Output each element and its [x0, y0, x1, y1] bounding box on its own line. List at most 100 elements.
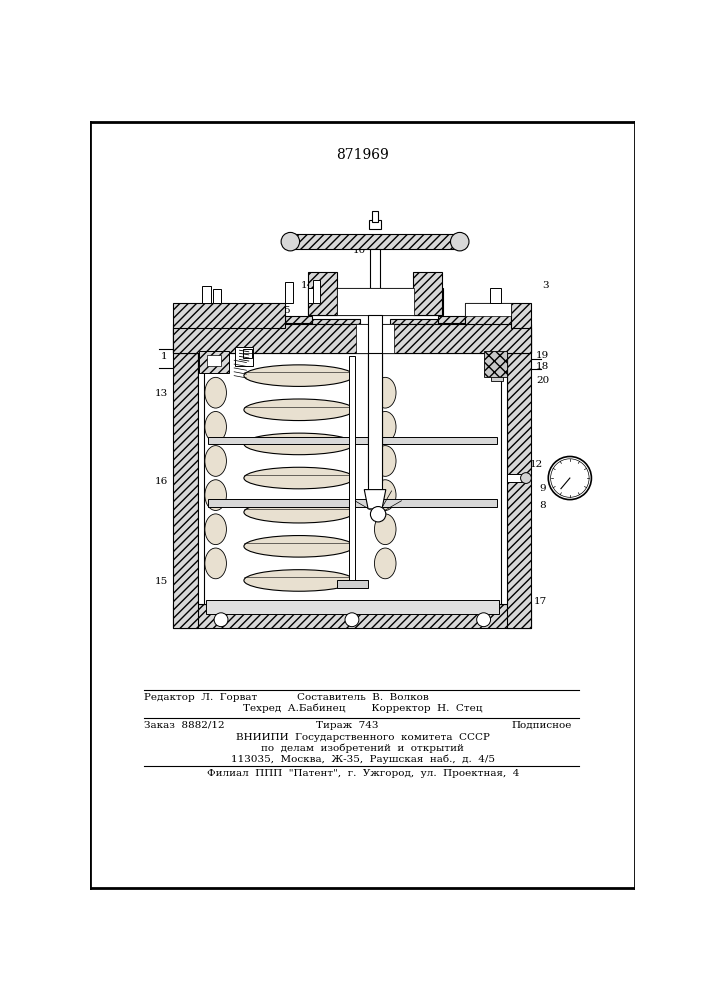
- Bar: [208, 499, 497, 507]
- Text: 7: 7: [427, 293, 434, 302]
- Text: 1: 1: [160, 352, 168, 361]
- Text: 19: 19: [537, 351, 549, 360]
- Bar: [308, 272, 337, 315]
- Polygon shape: [173, 303, 285, 328]
- Bar: [490, 288, 501, 303]
- Bar: [369, 220, 381, 229]
- Text: 10: 10: [353, 246, 366, 255]
- Polygon shape: [390, 319, 438, 324]
- Circle shape: [345, 613, 359, 627]
- Text: Редактор  Л.  Горват: Редактор Л. Горват: [144, 693, 257, 702]
- Text: 9: 9: [539, 484, 547, 493]
- Text: 2: 2: [209, 317, 215, 326]
- Ellipse shape: [244, 570, 354, 591]
- Bar: [291, 234, 460, 249]
- Text: 15: 15: [155, 578, 168, 586]
- Text: по  делам  изобретений  и  открытий: по делам изобретений и открытий: [262, 744, 464, 753]
- Text: 4: 4: [312, 300, 319, 309]
- Text: 8: 8: [539, 500, 547, 510]
- Bar: [491, 372, 503, 381]
- Bar: [337, 580, 368, 588]
- Circle shape: [214, 613, 228, 627]
- Circle shape: [450, 232, 469, 251]
- Bar: [199, 351, 229, 373]
- Bar: [243, 349, 252, 358]
- Ellipse shape: [205, 411, 226, 442]
- Bar: [507, 474, 526, 482]
- Text: 13: 13: [155, 389, 168, 398]
- Bar: [285, 316, 312, 323]
- Text: 5: 5: [284, 306, 290, 315]
- Bar: [349, 356, 356, 584]
- Bar: [491, 363, 503, 369]
- Ellipse shape: [244, 365, 354, 386]
- Polygon shape: [484, 351, 507, 377]
- Circle shape: [549, 456, 592, 500]
- Ellipse shape: [375, 480, 396, 510]
- Circle shape: [520, 473, 532, 483]
- Polygon shape: [173, 604, 532, 628]
- Text: 6: 6: [496, 306, 503, 315]
- Text: 871969: 871969: [337, 148, 389, 162]
- Circle shape: [477, 613, 491, 627]
- Text: 16: 16: [155, 477, 168, 486]
- Polygon shape: [364, 490, 386, 509]
- Text: 11: 11: [318, 235, 332, 244]
- Polygon shape: [507, 328, 532, 628]
- Text: Филиал  ППП  "Патент",  г.  Ужгород,  ул.  Проектная,  4: Филиал ППП "Патент", г. Ужгород, ул. Про…: [206, 769, 519, 778]
- Bar: [206, 600, 499, 614]
- Circle shape: [370, 507, 386, 522]
- Bar: [173, 324, 532, 353]
- Bar: [208, 437, 497, 444]
- Text: Составитель  В.  Волков: Составитель В. Волков: [297, 693, 428, 702]
- Ellipse shape: [244, 536, 354, 557]
- Text: 20: 20: [537, 376, 549, 385]
- Circle shape: [551, 459, 589, 497]
- Ellipse shape: [375, 514, 396, 545]
- Bar: [368, 315, 382, 482]
- Ellipse shape: [375, 411, 396, 442]
- Text: 113035,  Москва,  Ж-35,  Раушская  наб.,  д.  4/5: 113035, Москва, Ж-35, Раушская наб., д. …: [230, 754, 495, 764]
- Bar: [214, 289, 221, 303]
- Text: 14: 14: [300, 281, 314, 290]
- Ellipse shape: [205, 377, 226, 408]
- Polygon shape: [173, 328, 532, 353]
- Text: 18: 18: [537, 362, 549, 371]
- Ellipse shape: [205, 548, 226, 579]
- Text: ВНИИПИ  Государственного  комитета  СССР: ВНИИПИ Государственного комитета СССР: [236, 733, 490, 742]
- Text: 3: 3: [542, 281, 549, 290]
- Bar: [372, 211, 378, 222]
- Bar: [235, 347, 253, 366]
- Ellipse shape: [205, 480, 226, 510]
- Polygon shape: [511, 303, 532, 328]
- Text: 17: 17: [534, 597, 547, 606]
- Ellipse shape: [244, 501, 354, 523]
- Bar: [465, 303, 511, 328]
- Text: Техред  А.Бабинец        Корректор  Н.  Стец: Техред А.Бабинец Корректор Н. Стец: [243, 704, 482, 713]
- Bar: [285, 282, 293, 303]
- Bar: [465, 303, 511, 316]
- Polygon shape: [312, 319, 360, 324]
- Text: Подписное: Подписное: [511, 721, 571, 730]
- Bar: [438, 316, 465, 323]
- Bar: [356, 324, 395, 353]
- Circle shape: [281, 232, 300, 251]
- Ellipse shape: [375, 548, 396, 579]
- Polygon shape: [173, 328, 198, 628]
- Ellipse shape: [244, 399, 354, 421]
- Bar: [207, 355, 221, 366]
- Ellipse shape: [375, 446, 396, 476]
- Ellipse shape: [375, 377, 396, 408]
- Bar: [198, 353, 507, 604]
- Text: 12: 12: [530, 460, 544, 469]
- Text: Заказ  8882/12: Заказ 8882/12: [144, 721, 225, 730]
- Ellipse shape: [244, 467, 354, 489]
- Bar: [308, 288, 314, 303]
- Bar: [204, 353, 501, 604]
- Bar: [308, 288, 443, 315]
- Ellipse shape: [205, 514, 226, 545]
- Ellipse shape: [244, 433, 354, 455]
- Bar: [201, 286, 211, 303]
- Bar: [313, 280, 320, 303]
- Bar: [370, 249, 380, 288]
